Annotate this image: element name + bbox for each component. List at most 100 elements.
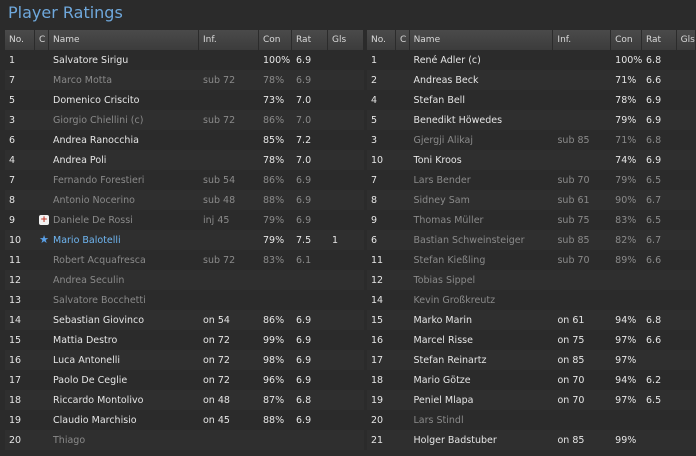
table-row[interactable]: 7 Marco Motta sub 72 78% 6.9 <box>5 70 364 90</box>
table-row[interactable]: 7 Fernando Forestieri sub 54 86% 6.9 <box>5 170 364 190</box>
table-row[interactable]: 5 Domenico Criscito 73% 7.0 <box>5 90 364 110</box>
table-row[interactable]: 19 Peniel Mlapa on 70 97% 6.5 <box>367 390 696 410</box>
col-header-con[interactable]: Con <box>611 30 642 50</box>
player-name[interactable]: Fernando Forestieri <box>53 174 145 186</box>
player-name[interactable]: Luca Antonelli <box>53 354 121 366</box>
table-row[interactable]: 6 Andrea Ranocchia 85% 7.2 <box>5 130 364 150</box>
player-name[interactable]: Tobias Sippel <box>413 274 476 286</box>
col-header-c[interactable]: C <box>35 30 49 50</box>
table-row[interactable]: 7 Lars Bender sub 70 79% 6.5 <box>367 170 696 190</box>
player-name[interactable]: Mario Balotelli <box>53 234 121 246</box>
table-row[interactable]: 3 Giorgio Chiellini (c) sub 72 86% 7.0 <box>5 110 364 130</box>
player-name[interactable]: Marko Marin <box>413 314 473 326</box>
player-name[interactable]: Lars Bender <box>413 174 471 186</box>
table-row[interactable]: 14 Kevin Großkreutz <box>367 290 696 310</box>
player-name[interactable]: Holger Badstuber <box>413 434 497 446</box>
player-name[interactable]: Stefan Kießling <box>413 254 486 266</box>
player-name[interactable]: Domenico Criscito <box>53 94 140 106</box>
player-name[interactable]: Thiago <box>53 434 86 446</box>
table-row[interactable]: 10 Toni Kroos 74% 6.9 <box>367 150 696 170</box>
player-name[interactable]: Mattia Destro <box>53 334 118 346</box>
goals-cell <box>328 70 364 90</box>
player-name[interactable]: Andrea Seculin <box>53 274 125 286</box>
col-header-c[interactable]: C <box>396 30 410 50</box>
table-row[interactable]: 4 Stefan Bell 78% 6.9 <box>367 90 696 110</box>
player-name[interactable]: Riccardo Montolivo <box>53 394 144 406</box>
table-row[interactable]: 6 Bastian Schweinsteiger sub 85 82% 6.7 <box>367 230 696 250</box>
player-name[interactable]: Andrea Poli <box>53 154 107 166</box>
col-header-no[interactable]: No. <box>5 30 35 50</box>
table-row[interactable]: 19 Claudio Marchisio on 45 88% 6.9 <box>5 410 364 430</box>
table-row[interactable]: 15 Mattia Destro on 72 99% 6.9 <box>5 330 364 350</box>
rating-cell: 6.7 <box>646 234 662 246</box>
table-row[interactable]: 18 Riccardo Montolivo on 48 87% 6.8 <box>5 390 364 410</box>
table-row[interactable]: 2 Andreas Beck 71% 6.6 <box>367 70 696 90</box>
table-row[interactable]: 11 Stefan Kießling sub 70 89% 6.6 <box>367 250 696 270</box>
player-name[interactable]: Stefan Bell <box>413 94 465 106</box>
rating-cell <box>292 430 328 450</box>
table-row[interactable]: 13 Salvatore Bocchetti <box>5 290 364 310</box>
player-name[interactable]: Bastian Schweinsteiger <box>413 234 525 246</box>
col-header-gls[interactable]: Gls <box>677 30 696 50</box>
table-row[interactable]: 16 Marcel Risse on 75 97% 6.6 <box>367 330 696 350</box>
table-row[interactable]: 1 René Adler (c) 100% 6.8 <box>367 50 696 70</box>
table-row[interactable]: 18 Mario Götze on 70 94% 6.2 <box>367 370 696 390</box>
player-name[interactable]: Marcel Risse <box>413 334 473 346</box>
player-name[interactable]: Daniele De Rossi <box>53 214 133 226</box>
player-name[interactable]: Lars Stindl <box>413 414 464 426</box>
table-row[interactable]: 21 Holger Badstuber on 85 99% <box>367 430 696 450</box>
player-name[interactable]: Toni Kroos <box>413 154 462 166</box>
player-name[interactable]: Antonio Nocerino <box>53 194 135 206</box>
table-row[interactable]: 20 Thiago <box>5 430 364 450</box>
player-name[interactable]: Gjergji Alikaj <box>413 134 474 146</box>
table-row[interactable]: 8 Antonio Nocerino sub 48 88% 6.9 <box>5 190 364 210</box>
col-header-con[interactable]: Con <box>259 30 292 50</box>
table-row[interactable]: 12 Tobias Sippel <box>367 270 696 290</box>
col-header-rat[interactable]: Rat <box>292 30 328 50</box>
table-row[interactable]: 9 + Daniele De Rossi inj 45 79% 6.9 <box>5 210 364 230</box>
player-name[interactable]: Benedikt Höwedes <box>413 114 503 126</box>
table-row[interactable]: 20 Lars Stindl <box>367 410 696 430</box>
player-name[interactable]: Salvatore Bocchetti <box>53 294 146 306</box>
player-name[interactable]: Giorgio Chiellini (c) <box>53 114 144 126</box>
player-name[interactable]: Mario Götze <box>413 374 471 386</box>
player-name[interactable]: Stefan Reinartz <box>413 354 487 366</box>
col-header-no[interactable]: No. <box>367 30 396 50</box>
info-cell <box>553 270 611 290</box>
player-name[interactable]: Andrea Ranocchia <box>53 134 139 146</box>
table-row[interactable]: 4 Andrea Poli 78% 7.0 <box>5 150 364 170</box>
condition-cell <box>259 430 292 450</box>
col-header-name[interactable]: Name <box>49 30 199 50</box>
table-row[interactable]: 12 Andrea Seculin <box>5 270 364 290</box>
table-row[interactable]: 11 Robert Acquafresca sub 72 83% 6.1 <box>5 250 364 270</box>
player-name[interactable]: Peniel Mlapa <box>413 394 474 406</box>
player-name[interactable]: Paolo De Ceglie <box>53 374 128 386</box>
player-name[interactable]: Marco Motta <box>53 74 113 86</box>
col-header-inf[interactable]: Inf. <box>199 30 259 50</box>
table-row[interactable]: 14 Sebastian Giovinco on 54 86% 6.9 <box>5 310 364 330</box>
player-name[interactable]: Andreas Beck <box>413 74 479 86</box>
player-name[interactable]: René Adler (c) <box>413 54 481 66</box>
table-row[interactable]: 8 Sidney Sam sub 61 90% 6.7 <box>367 190 696 210</box>
col-header-inf[interactable]: Inf. <box>553 30 612 50</box>
table-row[interactable]: 17 Stefan Reinartz on 85 97% <box>367 350 696 370</box>
player-name[interactable]: Salvatore Sirigu <box>53 54 129 66</box>
condition-cell: 86% <box>263 314 285 326</box>
table-row[interactable]: 9 Thomas Müller sub 75 83% 6.5 <box>367 210 696 230</box>
player-name[interactable]: Thomas Müller <box>413 214 484 226</box>
player-name[interactable]: Claudio Marchisio <box>53 414 137 426</box>
col-header-gls[interactable]: Gls <box>328 30 364 50</box>
table-row[interactable]: 10 ★ Mario Balotelli 79% 7.5 1 <box>5 230 364 250</box>
player-name[interactable]: Sidney Sam <box>413 194 470 206</box>
table-row[interactable]: 5 Benedikt Höwedes 79% 6.9 <box>367 110 696 130</box>
table-row[interactable]: 1 Salvatore Sirigu 100% 6.9 <box>5 50 364 70</box>
player-name[interactable]: Sebastian Giovinco <box>53 314 145 326</box>
table-row[interactable]: 17 Paolo De Ceglie on 72 96% 6.9 <box>5 370 364 390</box>
table-row[interactable]: 15 Marko Marin on 61 94% 6.8 <box>367 310 696 330</box>
col-header-rat[interactable]: Rat <box>642 30 677 50</box>
table-row[interactable]: 16 Luca Antonelli on 72 98% 6.9 <box>5 350 364 370</box>
col-header-name[interactable]: Name <box>410 30 554 50</box>
table-row[interactable]: 3 Gjergji Alikaj sub 85 71% 6.8 <box>367 130 696 150</box>
player-name[interactable]: Kevin Großkreutz <box>413 294 496 306</box>
player-name[interactable]: Robert Acquafresca <box>53 254 146 266</box>
